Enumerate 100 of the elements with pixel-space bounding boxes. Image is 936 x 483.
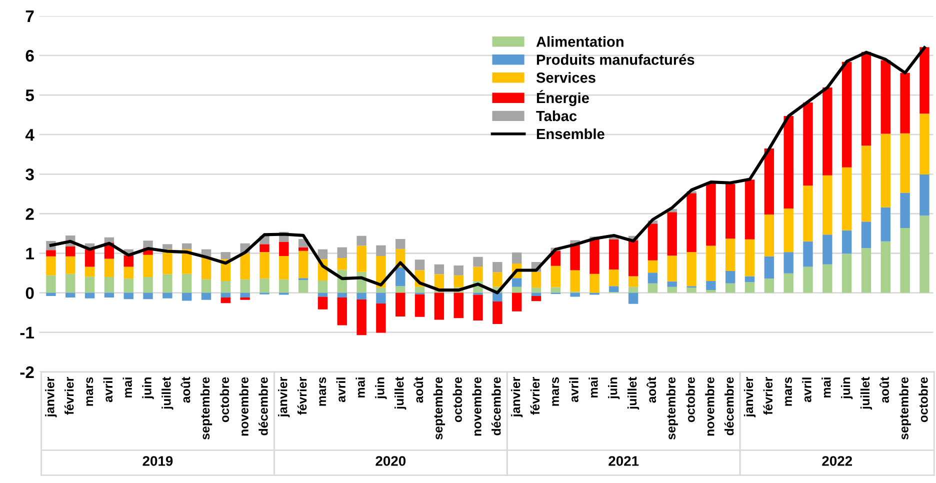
bar — [803, 266, 813, 293]
bar — [298, 247, 308, 251]
bar — [182, 292, 192, 301]
bar — [434, 292, 444, 320]
bar — [920, 174, 930, 216]
x-tick-label: avril — [336, 378, 346, 402]
x-tick-label: août — [414, 376, 424, 403]
bar — [842, 167, 852, 230]
x-tick-label: avril — [802, 378, 812, 402]
x-tick-label: décembre — [491, 377, 501, 436]
bar — [628, 292, 638, 304]
bar — [84, 266, 95, 277]
legend-label: Services — [536, 72, 596, 83]
bar — [473, 256, 483, 267]
bar — [512, 252, 522, 264]
x-tick-label: septembre — [200, 377, 212, 440]
bar — [240, 253, 250, 280]
bar — [124, 255, 134, 267]
bar — [143, 292, 153, 300]
bar — [784, 252, 794, 274]
bar — [279, 242, 289, 256]
bar — [744, 276, 755, 282]
bar — [298, 280, 308, 293]
bar — [725, 184, 736, 239]
bar — [376, 303, 386, 333]
bar — [861, 222, 872, 248]
bar — [337, 292, 347, 298]
y-tick-label: 0 — [26, 287, 34, 300]
bar — [492, 292, 502, 302]
bar — [784, 273, 794, 293]
x-tick-label: février — [763, 376, 773, 415]
bar — [414, 294, 425, 317]
bar — [162, 292, 172, 298]
x-tick-label: février — [64, 376, 74, 415]
bar — [104, 292, 114, 298]
bar — [861, 52, 872, 146]
bar — [66, 256, 76, 274]
bar — [648, 260, 658, 273]
x-tick-label: mars — [785, 377, 792, 406]
bar — [744, 180, 755, 240]
x-tick-label: décembre — [258, 377, 268, 436]
bar — [920, 216, 930, 293]
bar — [764, 278, 774, 293]
bar — [900, 192, 910, 228]
bar — [706, 290, 716, 293]
bar — [454, 275, 464, 288]
bar — [318, 292, 328, 297]
bar — [143, 254, 153, 277]
bar — [725, 238, 736, 272]
bar — [492, 272, 502, 287]
bar — [356, 236, 366, 246]
bar — [84, 276, 95, 293]
bar — [434, 264, 444, 274]
bar — [667, 212, 677, 256]
x-tick-label: novembre — [239, 377, 248, 436]
bar — [104, 258, 114, 277]
legend-label: Ensemble — [536, 128, 604, 140]
bar — [240, 292, 250, 298]
bar — [900, 72, 910, 134]
y-tick-label: -2 — [20, 366, 34, 378]
bar — [124, 266, 134, 279]
bar — [803, 186, 813, 242]
bar — [473, 266, 483, 281]
bar — [512, 292, 522, 312]
bar — [298, 250, 308, 278]
bar — [220, 252, 231, 260]
x-tick-label: août — [880, 376, 889, 403]
x-tick-label: mars — [319, 377, 326, 406]
bar — [66, 246, 76, 256]
legend-label: Tabac — [536, 110, 577, 122]
bar — [182, 243, 192, 250]
bar — [706, 280, 716, 290]
bar — [396, 267, 406, 286]
x-tick-label: février — [297, 376, 307, 415]
bar — [454, 292, 464, 318]
x-tick-label: juin — [608, 378, 620, 400]
bar — [920, 47, 930, 114]
bar — [861, 248, 872, 293]
x-tick-label: mai — [588, 378, 598, 398]
bar — [396, 292, 406, 317]
text: 2022 — [822, 456, 852, 466]
bar — [784, 116, 794, 209]
bar — [880, 241, 890, 293]
bar — [318, 249, 328, 260]
bar — [240, 279, 250, 293]
x-tick-label: octobre — [918, 377, 928, 422]
bar — [356, 246, 366, 272]
bar — [842, 62, 852, 168]
bar — [512, 278, 522, 287]
bar — [143, 276, 153, 293]
x-tick-label: janvier — [278, 376, 290, 418]
bar — [667, 256, 677, 282]
bar — [570, 270, 580, 292]
bar — [590, 239, 600, 274]
x-tick-label: janvier — [744, 376, 756, 418]
bar — [880, 207, 890, 242]
bar — [842, 230, 852, 254]
x-tick-label: juin — [840, 378, 853, 400]
x-tick-label: mai — [122, 378, 132, 398]
x-tick-label: septembre — [666, 377, 678, 440]
